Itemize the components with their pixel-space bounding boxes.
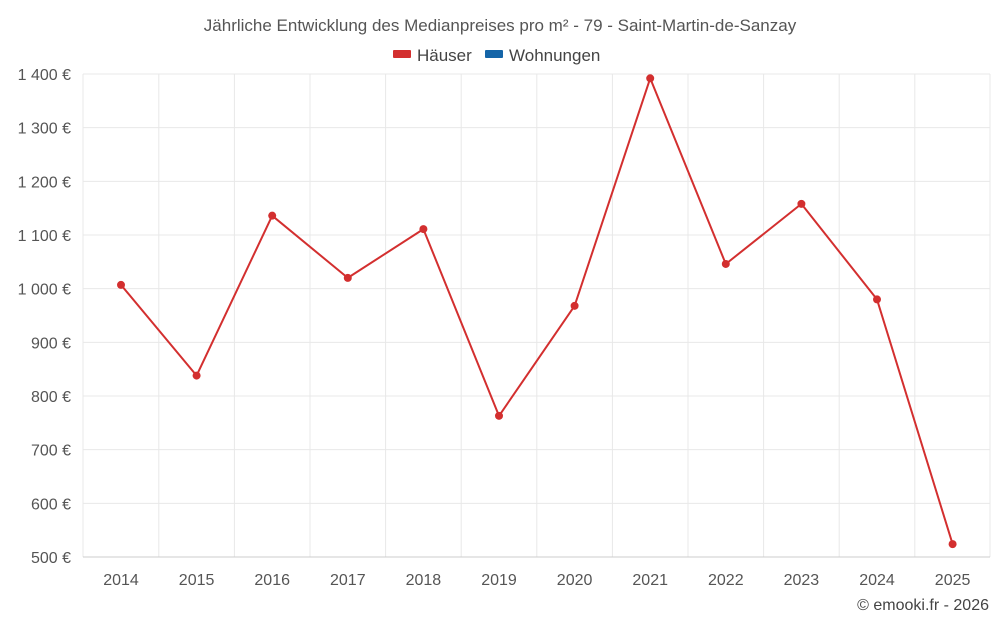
data-point[interactable] — [948, 540, 957, 549]
data-point[interactable] — [419, 225, 428, 234]
data-point[interactable] — [495, 411, 503, 420]
legend-swatch-hauser[interactable] — [393, 50, 411, 58]
y-tick-label: 1 100 € — [18, 228, 71, 245]
data-point[interactable] — [192, 371, 201, 380]
data-point[interactable] — [646, 74, 655, 83]
data-point[interactable] — [797, 199, 806, 208]
x-tick-label: 2025 — [935, 572, 971, 589]
x-tick-label: 2019 — [481, 572, 517, 589]
x-tick-label: 2016 — [254, 572, 290, 589]
data-point[interactable] — [343, 273, 352, 282]
y-tick-label: 1 000 € — [18, 282, 71, 299]
series-line-0 — [120, 77, 954, 545]
x-tick-label: 2018 — [406, 572, 442, 589]
x-tick-label: 2020 — [557, 572, 593, 589]
y-axis-tick-labels: 500 € 600 € 700 € 800 € 900 € 1 000 € 1 100 € 1… — [18, 67, 71, 567]
legend-swatch-wohnungen[interactable] — [485, 50, 503, 58]
legend: Häuser Wohnungen — [393, 46, 600, 65]
x-tick-label: 2017 — [330, 572, 366, 589]
data-point[interactable] — [721, 259, 730, 268]
chart-title: Jährliche Entwicklung des Medianpreises … — [204, 16, 797, 35]
y-tick-label: 700 € — [31, 443, 71, 460]
x-tick-label: 2021 — [632, 572, 668, 589]
data-point[interactable] — [268, 211, 277, 220]
data-point[interactable] — [117, 280, 125, 289]
y-tick-label: 1 200 € — [18, 174, 71, 191]
series-layer — [117, 74, 957, 549]
credit-text: © emooki.fr - 2026 — [857, 597, 989, 614]
y-tick-label: 800 € — [31, 389, 71, 406]
y-tick-label: 900 € — [31, 335, 71, 352]
y-tick-label: 1 300 € — [18, 121, 71, 138]
data-point[interactable] — [570, 301, 579, 310]
x-tick-label: 2024 — [859, 572, 895, 589]
y-tick-label: 600 € — [31, 496, 71, 513]
x-tick-label: 2014 — [103, 572, 139, 589]
y-tick-label: 500 € — [31, 550, 71, 567]
y-tick-label: 1 400 € — [18, 67, 71, 84]
data-point[interactable] — [873, 295, 881, 304]
legend-label-wohnungen[interactable]: Wohnungen — [509, 46, 600, 65]
x-tick-label: 2015 — [179, 572, 215, 589]
x-tick-label: 2023 — [784, 572, 820, 589]
x-axis-tick-labels: 2014 2015 2016 2017 2018 2019 2020 2021 2022 2023… — [103, 572, 970, 589]
x-tick-label: 2022 — [708, 572, 744, 589]
legend-label-hauser[interactable]: Häuser — [417, 46, 472, 65]
x-gridlines — [82, 74, 991, 557]
